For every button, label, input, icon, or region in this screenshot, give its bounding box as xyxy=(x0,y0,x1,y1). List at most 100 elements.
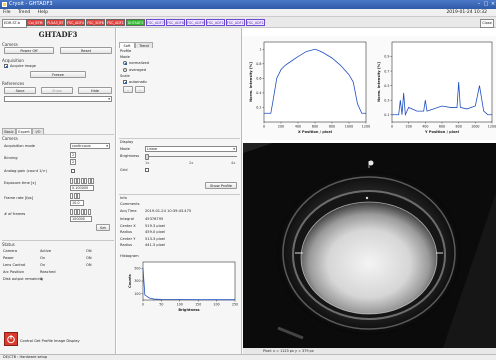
scale-max-button[interactable]: - xyxy=(135,86,145,93)
info-key: Center X xyxy=(120,223,136,228)
device-tab[interactable]: FSC_ADF4 xyxy=(66,19,85,26)
device-tab[interactable]: GHTADF3 xyxy=(126,19,145,26)
close-button[interactable]: Close xyxy=(480,19,494,28)
frame-rate-input[interactable]: 10.0 xyxy=(70,200,84,206)
brightness-tick-4x: 4x xyxy=(231,161,236,165)
acq-mode-select[interactable]: continuous xyxy=(70,143,110,149)
tab-basic[interactable]: Basic xyxy=(2,128,16,134)
ref-save-button[interactable]: Save xyxy=(4,87,36,94)
series-line xyxy=(142,268,235,301)
automatic-checkbox[interactable] xyxy=(123,80,127,84)
status-value-2: ON xyxy=(86,249,92,253)
bottom-label: Control Get Profile Image Display xyxy=(20,339,80,343)
status-key: Disk output remaining xyxy=(3,277,44,281)
status-value-2: ON xyxy=(86,256,92,260)
title-bar: Cryoit - GHTADF3 – □ × xyxy=(0,0,496,9)
grid-label: Grid xyxy=(120,168,128,172)
num-frames-input[interactable]: 100000 xyxy=(70,216,92,222)
device-tab[interactable]: FSC_5DF6 xyxy=(86,19,105,26)
show-profile-button[interactable]: Show Profile xyxy=(205,182,237,189)
device-tab[interactable]: FSC_ADF12 xyxy=(246,19,265,26)
device-selector[interactable]: EDR-ST-b xyxy=(2,19,27,28)
status-value-2: ON xyxy=(86,263,92,267)
histogram-label: Histogram xyxy=(120,254,139,258)
maximize-icon[interactable]: □ xyxy=(483,1,489,7)
device-tab[interactable]: FSC_ADF11 xyxy=(226,19,245,26)
info-value: 459.0 pixel xyxy=(145,230,165,234)
mode-averaged-label: averaged xyxy=(129,67,146,72)
close-window-icon[interactable]: × xyxy=(490,1,496,7)
y-tick-label: 0.6 xyxy=(256,77,261,81)
ref-show-button[interactable]: Show xyxy=(41,87,73,94)
x-tick-label: 1000 xyxy=(471,125,479,129)
x-tick-label: 200 xyxy=(278,125,284,129)
brightness-slider-track[interactable] xyxy=(145,156,237,157)
mode-normalized-radio[interactable] xyxy=(123,61,127,65)
brightness-slider-handle[interactable] xyxy=(145,153,149,160)
exposure-label: Exposure time [s] xyxy=(4,181,36,185)
tab-trend[interactable]: Trend xyxy=(135,42,153,48)
tab-io[interactable]: I/O xyxy=(32,128,44,134)
frame-rate-stepper[interactable] xyxy=(70,193,80,199)
tab-soft[interactable]: Soft xyxy=(119,42,135,48)
mode-averaged-radio[interactable] xyxy=(123,68,127,72)
power-icon[interactable] xyxy=(4,332,18,346)
exposure-stepper[interactable] xyxy=(70,178,94,184)
camera-image[interactable] xyxy=(243,143,496,348)
device-tab[interactable]: FLSA3_BT xyxy=(46,19,65,26)
x-tick-label: 1000 xyxy=(345,125,353,129)
profile-label: Profile xyxy=(120,49,132,53)
y-tick-label: 500 xyxy=(134,267,140,271)
tab-expert[interactable]: Expert xyxy=(16,128,32,134)
x-tick-label: 800 xyxy=(329,125,335,129)
minimize-icon[interactable]: – xyxy=(477,1,481,7)
device-strip: EDR-ST-b Col_BTM FLSA3_BT FSC_ADF4 FSC_5DF6… xyxy=(0,17,496,28)
menu-help[interactable]: Help xyxy=(37,10,48,15)
x-tick-label: 250 xyxy=(232,303,238,307)
y-tick-label: 0.5 xyxy=(384,84,389,88)
status-bar: DE/CTB : Hardware setup xyxy=(0,354,496,360)
device-tab[interactable]: FSC_ADF8 xyxy=(166,19,185,26)
analog-gain-checkbox[interactable] xyxy=(71,169,75,173)
acquire-image-label: Acquire image xyxy=(10,63,36,68)
device-tab[interactable]: FSC_ADF10 xyxy=(206,19,225,26)
menu-trend[interactable]: Trend xyxy=(17,10,31,15)
info-value: 441.5 pixel xyxy=(145,243,165,247)
binning-x-input[interactable]: 2 xyxy=(70,152,76,158)
comments-label: Comments xyxy=(120,202,140,206)
info-key: Center Y xyxy=(120,236,136,241)
x-axis-label: Y Position / pixel xyxy=(424,130,459,134)
reference-select[interactable] xyxy=(4,96,112,102)
device-tab[interactable]: FSC_ADF7 xyxy=(146,19,165,26)
device-tab[interactable]: FSC_ADF9 xyxy=(186,19,205,26)
grid-checkbox[interactable] xyxy=(145,168,149,172)
scale-min-button[interactable]: - xyxy=(123,86,133,93)
display-label: Display xyxy=(120,140,134,144)
x-axis-label: Brightness xyxy=(178,308,199,312)
device-tab[interactable]: FSC_ADF1 xyxy=(106,19,125,26)
x-tick-label: 0 xyxy=(142,303,144,307)
set-button[interactable]: Set xyxy=(96,224,110,231)
power-off-button[interactable]: Power Off xyxy=(4,47,54,54)
reset-button[interactable]: Reset xyxy=(60,47,112,54)
info-key: Radius xyxy=(120,230,133,234)
binning-y-input[interactable]: 2 xyxy=(70,159,76,165)
x-tick-label: 50 xyxy=(159,303,163,307)
menu-file[interactable]: File xyxy=(3,10,11,15)
x-tick-label: 150 xyxy=(195,303,201,307)
freeze-button[interactable]: Freeze xyxy=(30,71,86,78)
info-key: Integral xyxy=(120,217,134,221)
ref-hide-button[interactable]: Hide xyxy=(78,87,112,94)
x-tick-label: 100 xyxy=(177,303,183,307)
exposure-input[interactable]: 0.100000 xyxy=(70,185,94,191)
brightness-tick-1x: 1x xyxy=(145,161,150,165)
info-value: 513.3 pixel xyxy=(145,236,165,241)
illuminated-area xyxy=(301,202,437,314)
series-line xyxy=(392,81,492,117)
display-mode-select[interactable]: Linear xyxy=(145,146,237,152)
acquire-image-checkbox[interactable] xyxy=(4,64,8,68)
mode-label: Mode xyxy=(120,55,130,59)
num-frames-stepper[interactable] xyxy=(70,209,91,215)
menu-bar: File Trend Help 2019-01-24 10:32 xyxy=(0,9,496,17)
device-tab[interactable]: Col_BTM xyxy=(26,19,45,26)
